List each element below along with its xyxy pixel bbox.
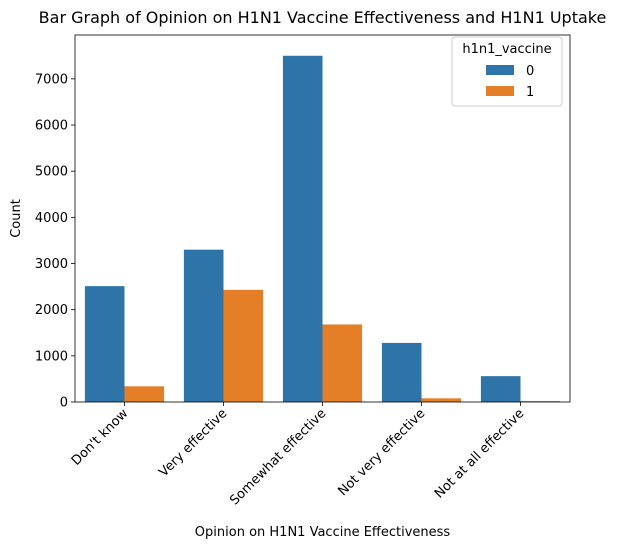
- y-axis: 0 1000 2000 3000 4000 5000 6000 7000: [35, 72, 75, 411]
- x-tick-label: Not at all effective: [432, 406, 527, 501]
- x-tick-label: Not very effective: [335, 406, 428, 499]
- bar-series-1-3: [421, 398, 462, 402]
- x-tick-label: Somewhat effective: [227, 406, 329, 508]
- y-tick-label: 7000: [35, 72, 68, 87]
- bar-series-0-4: [480, 376, 521, 402]
- legend-label-1: 1: [526, 85, 534, 100]
- y-tick-label: 2000: [35, 303, 68, 318]
- bar-series-1-2: [322, 324, 363, 402]
- legend: h1n1_vaccine 0 1: [451, 36, 563, 107]
- y-axis-label: Count: [9, 199, 24, 238]
- bar-series-0-3: [381, 342, 422, 402]
- legend-swatch-1: [486, 86, 514, 96]
- bar-series-0-1: [183, 249, 224, 402]
- y-tick-label: 1000: [35, 349, 68, 364]
- y-tick-label: 3000: [35, 257, 68, 272]
- bar-series-1-4: [520, 401, 561, 402]
- bar-series-1-1: [223, 289, 264, 402]
- bars-group: [84, 55, 561, 402]
- x-tick-label: Don't know: [69, 406, 132, 469]
- legend-label-0: 0: [526, 64, 534, 79]
- legend-swatch-0: [486, 65, 514, 75]
- y-tick-label: 0: [60, 396, 68, 411]
- y-tick-label: 5000: [35, 165, 68, 180]
- bar-series-1-0: [124, 386, 165, 402]
- y-tick-label: 6000: [35, 119, 68, 134]
- bar-series-0-2: [282, 55, 323, 402]
- legend-title: h1n1_vaccine: [462, 42, 551, 57]
- x-axis-label: Opinion on H1N1 Vaccine Effectiveness: [195, 525, 451, 540]
- bar-series-0-0: [84, 286, 125, 402]
- chart-title: Bar Graph of Opinion on H1N1 Vaccine Eff…: [39, 8, 607, 27]
- x-tick-label: Very effective: [156, 406, 230, 480]
- y-tick-label: 4000: [35, 211, 68, 226]
